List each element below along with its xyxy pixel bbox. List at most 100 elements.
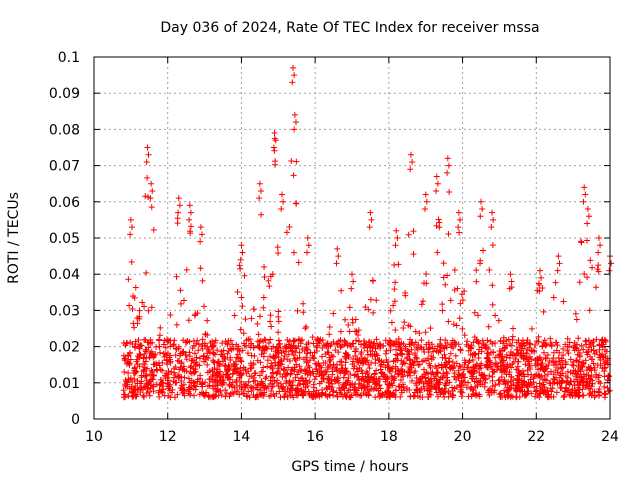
data-point xyxy=(432,363,439,370)
data-point xyxy=(447,365,454,372)
y-tick-label: 0.01 xyxy=(49,376,80,392)
chart-title: Day 036 of 2024, Rate Of TEC Index for r… xyxy=(160,20,539,36)
x-tick-label: 14 xyxy=(233,429,251,445)
data-point xyxy=(204,317,211,324)
data-point xyxy=(489,242,496,249)
data-point xyxy=(546,380,553,387)
data-point xyxy=(407,323,414,330)
data-point xyxy=(229,341,236,348)
data-point xyxy=(178,378,185,385)
data-point xyxy=(581,271,588,278)
data-point xyxy=(268,387,275,394)
data-point xyxy=(199,383,206,390)
data-point xyxy=(344,379,351,386)
data-point xyxy=(326,358,333,365)
data-point xyxy=(420,298,427,305)
data-point xyxy=(383,391,390,398)
data-point xyxy=(498,394,505,401)
data-point xyxy=(428,353,435,360)
data-point xyxy=(177,300,184,307)
data-point xyxy=(260,304,267,311)
data-point xyxy=(261,336,268,343)
data-point xyxy=(303,344,310,351)
data-point xyxy=(286,223,293,230)
data-point xyxy=(485,357,492,364)
data-point xyxy=(584,206,591,213)
data-point xyxy=(461,332,468,339)
data-point xyxy=(575,362,582,369)
data-point xyxy=(143,158,150,165)
data-point xyxy=(171,337,178,344)
data-point xyxy=(445,318,452,325)
data-point xyxy=(127,216,134,223)
data-point xyxy=(130,320,137,327)
data-point xyxy=(272,137,279,144)
data-point xyxy=(162,344,169,351)
data-point xyxy=(492,340,499,347)
data-point xyxy=(589,380,596,387)
data-point xyxy=(247,360,254,367)
data-point xyxy=(175,345,182,352)
data-point xyxy=(268,373,275,380)
data-point xyxy=(594,266,601,273)
data-point xyxy=(290,172,297,179)
data-point xyxy=(325,349,332,356)
data-point xyxy=(127,231,134,238)
data-point xyxy=(275,354,282,361)
data-point xyxy=(385,383,392,390)
data-point xyxy=(469,357,476,364)
data-point xyxy=(413,387,420,394)
data-point xyxy=(303,341,310,348)
data-point xyxy=(407,336,414,343)
data-point xyxy=(361,355,368,362)
data-point xyxy=(528,390,535,397)
data-point xyxy=(194,337,201,344)
data-point xyxy=(400,340,407,347)
data-point xyxy=(256,372,263,379)
data-point xyxy=(197,375,204,382)
data-point xyxy=(272,158,279,165)
data-point xyxy=(562,358,569,365)
data-point xyxy=(445,162,452,169)
data-point xyxy=(436,224,443,231)
data-point xyxy=(584,274,591,281)
data-point xyxy=(557,384,564,391)
data-point xyxy=(571,339,578,346)
data-point xyxy=(366,388,373,395)
data-point xyxy=(187,223,194,230)
data-point xyxy=(402,345,409,352)
data-point xyxy=(297,337,304,344)
data-point xyxy=(489,301,496,308)
data-point xyxy=(310,370,317,377)
data-point xyxy=(324,340,331,347)
data-point xyxy=(434,249,441,256)
data-point xyxy=(291,366,298,373)
data-point xyxy=(120,352,127,359)
data-point xyxy=(451,286,458,293)
data-point xyxy=(219,381,226,388)
data-point xyxy=(478,344,485,351)
data-point xyxy=(487,338,494,345)
data-point xyxy=(497,347,504,354)
data-point xyxy=(373,377,380,384)
data-point xyxy=(126,385,133,392)
data-point xyxy=(330,310,337,317)
data-point xyxy=(477,213,484,220)
data-point xyxy=(544,351,551,358)
data-point xyxy=(503,351,510,358)
y-tick-labels: 0 0.01 0.02 0.03 0.04 0.05 0.06 0.07 0.08 0.09 0.1 xyxy=(49,50,80,428)
data-point xyxy=(352,352,359,359)
data-point xyxy=(442,355,449,362)
data-point xyxy=(585,213,592,220)
data-point xyxy=(584,237,591,244)
data-point xyxy=(333,365,340,372)
data-point xyxy=(291,72,298,79)
data-point xyxy=(471,368,478,375)
data-point xyxy=(156,393,163,400)
data-point xyxy=(375,343,382,350)
data-point xyxy=(272,362,279,369)
data-point xyxy=(601,346,608,353)
data-point xyxy=(418,344,425,351)
data-point xyxy=(480,247,487,254)
data-point xyxy=(510,381,517,388)
